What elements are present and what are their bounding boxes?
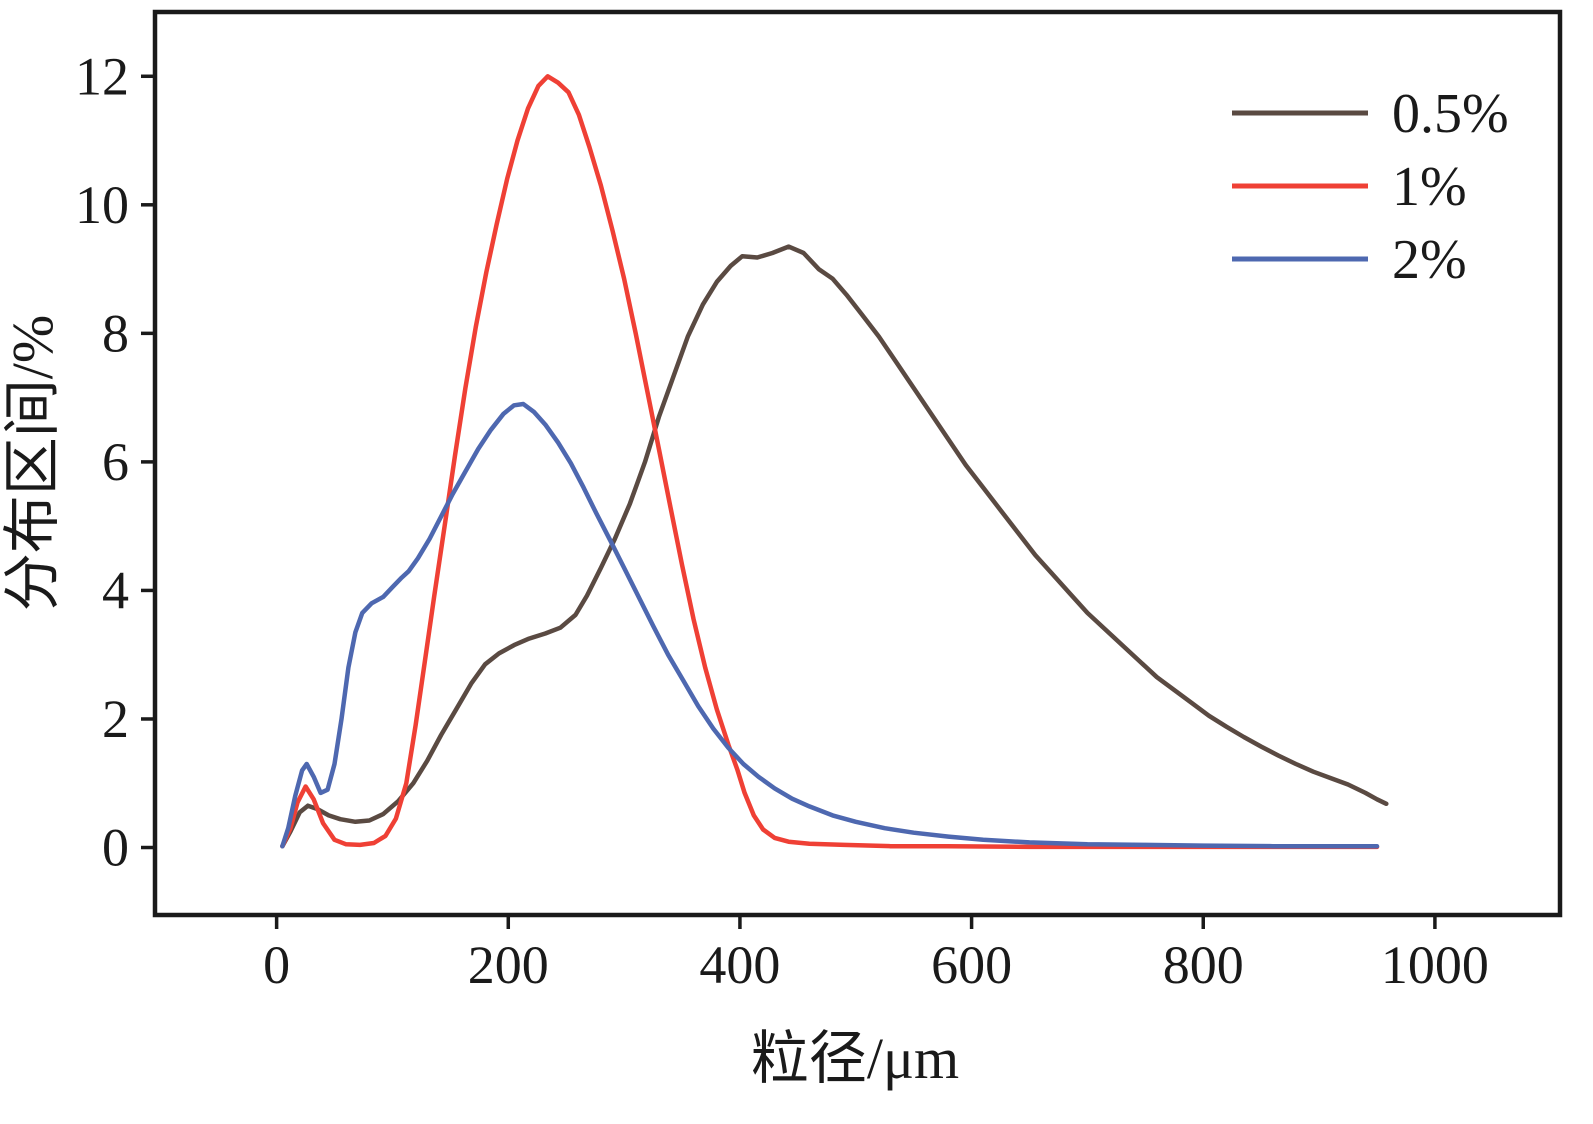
x-tick-label: 0 (263, 935, 290, 995)
data-series (280, 74, 1389, 850)
x-axis-label: 粒径/μm (751, 1026, 959, 1091)
axes-frame (152, 9, 1563, 918)
y-tick-label: 12 (75, 46, 129, 106)
x-tick-label: 1000 (1381, 935, 1489, 995)
y-tick-label: 4 (102, 560, 129, 620)
legend-label-2: 2% (1392, 229, 1467, 291)
x-tick-label: 400 (699, 935, 780, 995)
legend-label-1: 1% (1392, 156, 1467, 218)
series-line-0 (280, 244, 1389, 849)
plot-frame (152, 9, 1563, 918)
y-tick-label: 8 (102, 303, 129, 363)
series-line-2 (280, 401, 1380, 849)
x-tick-label: 800 (1163, 935, 1244, 995)
x-tick-label: 600 (931, 935, 1012, 995)
x-tick-label: 200 (468, 935, 549, 995)
legend: 0.5% 1% 2% (1232, 83, 1509, 291)
series-line-1 (280, 74, 1380, 850)
y-tick-label: 6 (102, 432, 129, 492)
legend-label-0: 0.5% (1392, 83, 1509, 145)
y-tick-label: 0 (102, 818, 129, 878)
y-axis-label: 分布区间/% (0, 315, 65, 611)
y-tick-label: 2 (102, 689, 129, 749)
axis-ticks: 0 200 400 600 800 1000 0 2 4 6 8 10 12 (75, 46, 1489, 995)
y-tick-label: 10 (75, 175, 129, 235)
